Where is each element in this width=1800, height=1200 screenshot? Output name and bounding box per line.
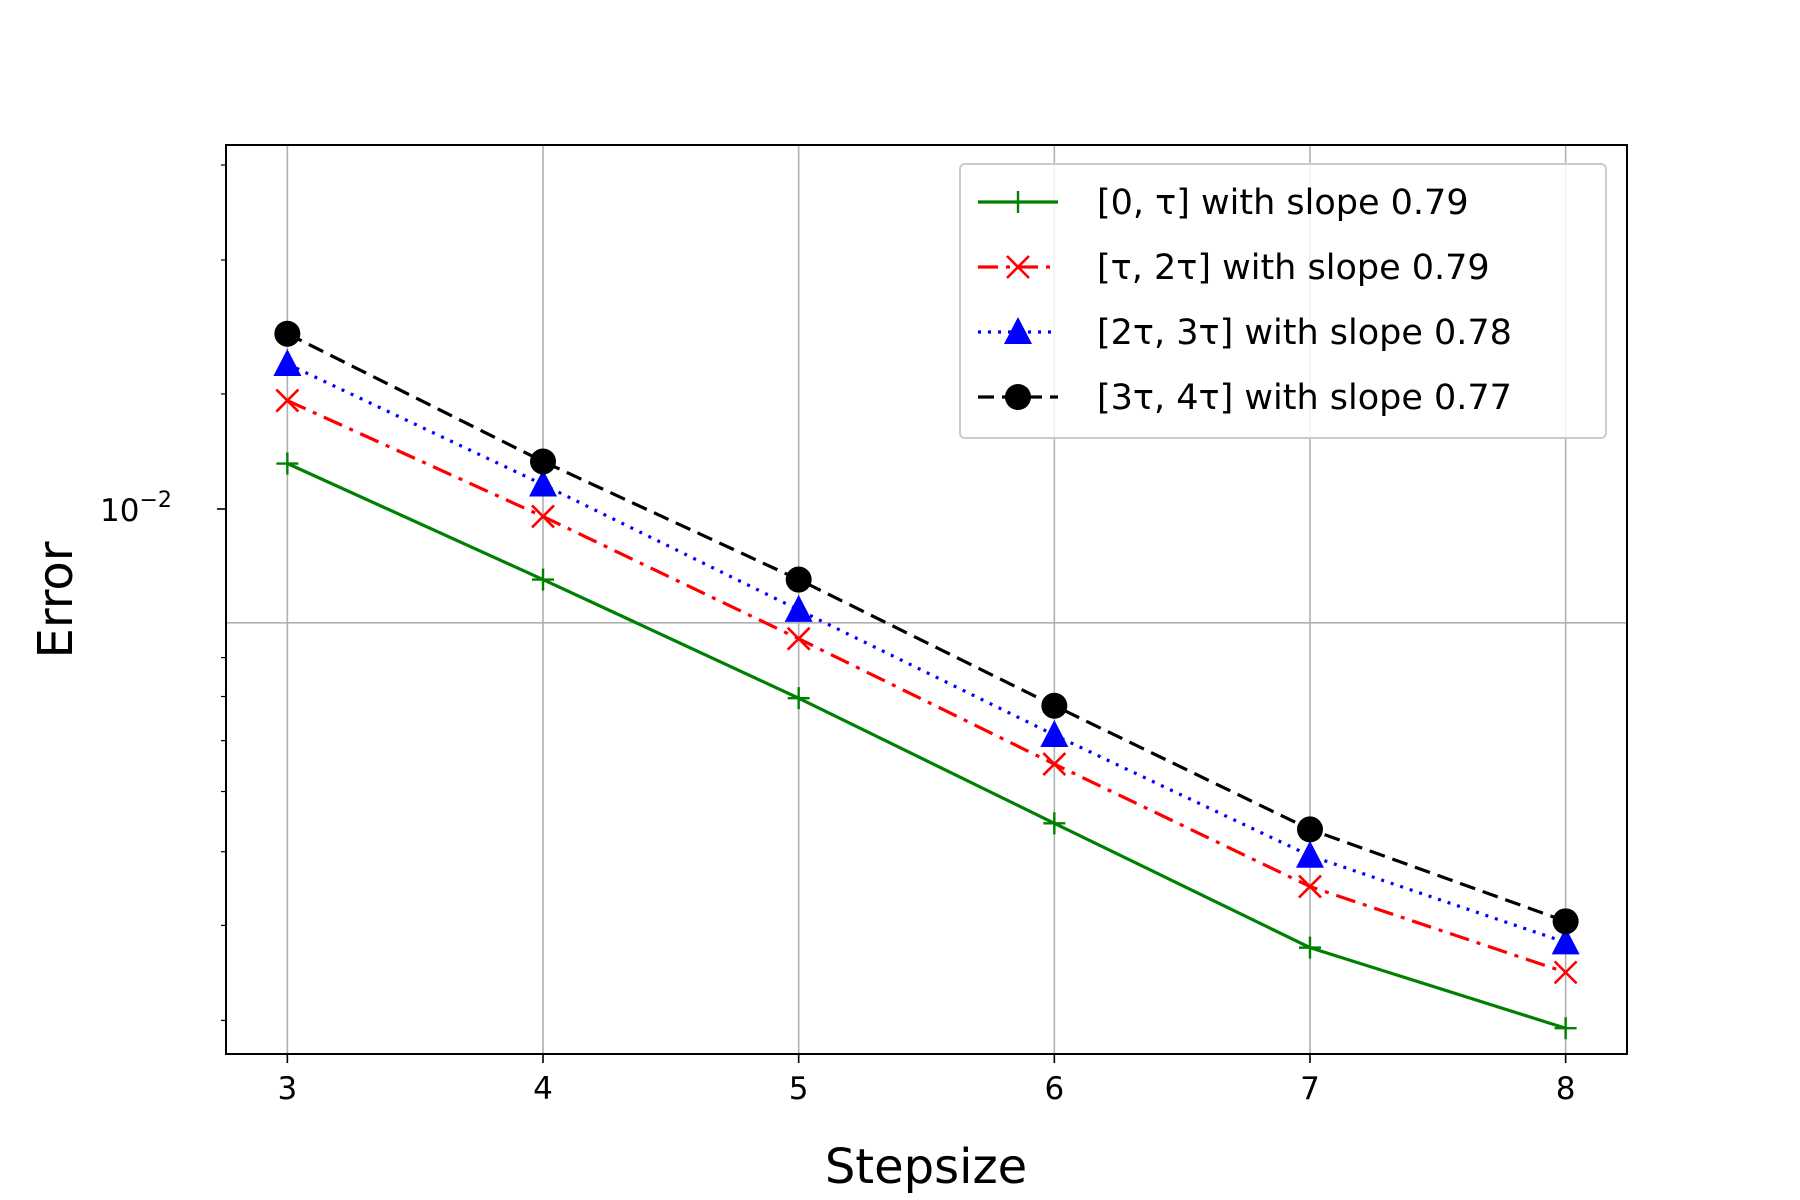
legend-entry: [0, τ] with slope 0.79 xyxy=(978,183,1469,223)
x-tick-label: 3 xyxy=(277,1071,297,1107)
circle-marker xyxy=(1296,816,1323,843)
x-axis: 3 4 5 6 7 8 xyxy=(277,1054,1576,1107)
x-marker xyxy=(275,388,300,413)
circle-marker xyxy=(530,448,557,475)
series-layer xyxy=(273,320,1580,1040)
plus-marker xyxy=(1043,812,1066,835)
plot-frame xyxy=(225,144,1628,1055)
x-tick-label: 5 xyxy=(789,1071,809,1107)
circle-marker xyxy=(274,320,301,347)
circle-marker xyxy=(1552,908,1579,935)
legend-entry: [3τ, 4τ] with slope 0.77 xyxy=(978,378,1512,418)
series-2 xyxy=(275,388,1578,985)
triangle-marker xyxy=(529,469,558,497)
plus-marker xyxy=(1007,191,1029,213)
y-axis-title: Error xyxy=(28,541,84,658)
x-marker xyxy=(1042,752,1067,776)
triangle-marker xyxy=(273,348,302,376)
x-marker xyxy=(786,626,811,651)
x-tick-label: 8 xyxy=(1556,1071,1576,1107)
plus-marker xyxy=(787,687,810,710)
legend-frame xyxy=(959,163,1607,439)
series-3 xyxy=(273,348,1580,955)
triangle-marker xyxy=(1040,720,1069,748)
x-marker xyxy=(531,504,555,529)
legend-label: [τ, 2τ] with slope 0.79 xyxy=(1097,248,1490,288)
legend-label: [3τ, 4τ] with slope 0.77 xyxy=(1097,378,1512,418)
series-line xyxy=(286,332,1567,923)
circle-marker xyxy=(1041,692,1068,719)
plus-marker xyxy=(276,452,299,475)
y-tick-exponent: −2 xyxy=(139,488,171,513)
circle-marker xyxy=(1005,384,1031,410)
y-tick-label: 10−2 xyxy=(100,488,172,529)
y-tick-base: 10 xyxy=(100,493,139,529)
series-1 xyxy=(276,452,1577,1040)
x-tick-label: 7 xyxy=(1300,1071,1320,1107)
triangle-marker xyxy=(784,594,813,622)
x-tick-label: 4 xyxy=(533,1071,553,1107)
x-tick-label: 6 xyxy=(1044,1071,1064,1107)
x-axis-title: Stepsize xyxy=(825,1139,1027,1195)
legend-entries: [0, τ] with slope 0.79 [τ, 2τ] with slope… xyxy=(978,183,1512,418)
circle-marker xyxy=(785,566,812,593)
x-marker xyxy=(1298,874,1322,899)
plus-marker xyxy=(1554,1017,1577,1040)
triangle-marker xyxy=(1551,927,1580,955)
series-line xyxy=(286,399,1567,974)
x-marker xyxy=(1553,960,1578,985)
legend-label: [0, τ] with slope 0.79 xyxy=(1097,183,1469,223)
plus-marker xyxy=(1298,936,1321,959)
legend-entry: [2τ, 3τ] with slope 0.78 xyxy=(978,313,1512,353)
triangle-marker xyxy=(1004,317,1032,344)
plus-marker xyxy=(532,568,555,591)
triangle-marker xyxy=(1295,840,1324,868)
legend-label: [2τ, 3τ] with slope 0.78 xyxy=(1097,313,1512,353)
legend-entry: [τ, 2τ] with slope 0.79 xyxy=(978,248,1490,288)
y-axis: 10−2 xyxy=(100,488,226,529)
series-line xyxy=(286,462,1567,1030)
legend: [0, τ] with slope 0.79 [τ, 2τ] with slope… xyxy=(959,163,1607,439)
series-4 xyxy=(274,320,1579,935)
x-marker xyxy=(1006,255,1030,279)
